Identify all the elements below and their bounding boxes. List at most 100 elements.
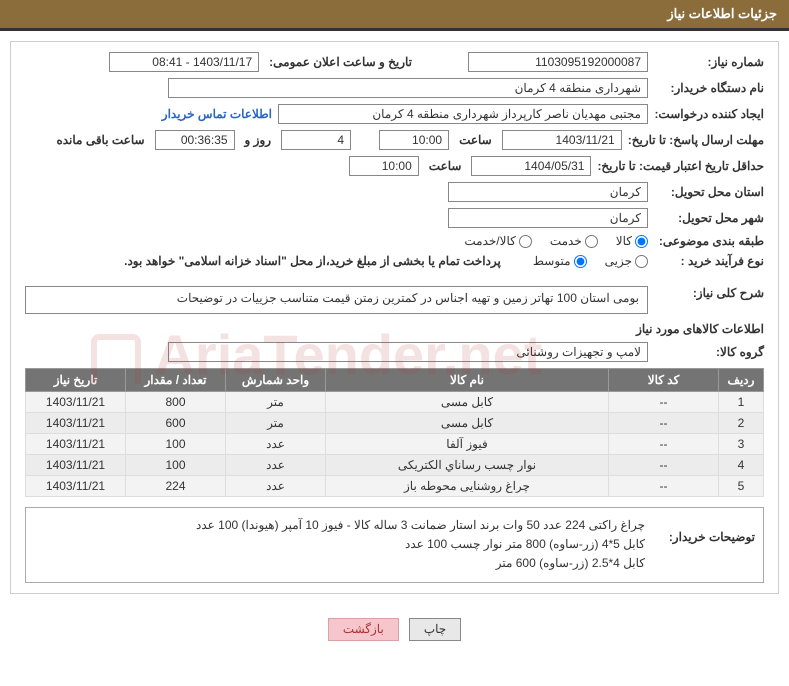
row-city: شهر محل تحویل: کرمان [25, 208, 764, 228]
proc-small-radio[interactable] [635, 255, 648, 268]
table-cell: متر [226, 413, 326, 434]
proc-medium-option[interactable]: متوسط [533, 254, 587, 268]
remain-days: 4 [281, 130, 351, 150]
row-description: شرح کلی نیاز: بومی استان 100 تهاتر زمین … [25, 286, 764, 314]
cat-both-option[interactable]: کالا/خدمت [464, 234, 531, 248]
items-tbody: 1--کابل مسیمتر8001403/11/212--کابل مسیمت… [26, 392, 764, 497]
buyer-org-label: نام دستگاه خریدار: [654, 81, 764, 95]
col-qty: تعداد / مقدار [126, 369, 226, 392]
process-radio-group: جزیی متوسط [533, 254, 648, 268]
table-row: 1--کابل مسیمتر8001403/11/21 [26, 392, 764, 413]
cat-service-option[interactable]: خدمت [550, 234, 598, 248]
table-cell: فیوز آلفا [326, 434, 609, 455]
desc-label: شرح کلی نیاز: [654, 286, 764, 300]
row-deadline: مهلت ارسال پاسخ: تا تاریخ: 1403/11/21 سا… [25, 130, 764, 150]
print-button[interactable]: چاپ [409, 618, 461, 641]
col-row: ردیف [719, 369, 764, 392]
table-cell: 1403/11/21 [26, 413, 126, 434]
table-cell: متر [226, 392, 326, 413]
items-table: ردیف کد کالا نام کالا واحد شمارش تعداد /… [25, 368, 764, 497]
row-buyer-org: نام دستگاه خریدار: شهرداری منطقه 4 کرمان [25, 78, 764, 98]
validity-label: حداقل تاریخ اعتبار قیمت: تا تاریخ: [597, 159, 764, 173]
province-value: کرمان [448, 182, 648, 202]
notes-line-3: کابل 4*2.5 (زر-ساوه) 600 متر [34, 554, 645, 573]
proc-small-option[interactable]: جزیی [605, 254, 648, 268]
deadline-date: 1403/11/21 [502, 130, 622, 150]
table-cell: -- [609, 476, 719, 497]
category-radio-group: کالا خدمت کالا/خدمت [464, 234, 648, 248]
cat-both-radio[interactable] [519, 235, 532, 248]
payment-note: پرداخت تمام یا بخشی از مبلغ خرید،از محل … [124, 254, 501, 268]
items-header-row: ردیف کد کالا نام کالا واحد شمارش تعداد /… [26, 369, 764, 392]
col-name: نام کالا [326, 369, 609, 392]
city-label: شهر محل تحویل: [654, 211, 764, 225]
row-validity: حداقل تاریخ اعتبار قیمت: تا تاریخ: 1404/… [25, 156, 764, 176]
table-row: 5--چراغ روشنایی محوطه بازعدد2241403/11/2… [26, 476, 764, 497]
cat-goods-label: کالا [616, 234, 632, 248]
content-panel: AriaTender.net شماره نیاز: 1103095192000… [10, 41, 779, 594]
cat-service-radio[interactable] [585, 235, 598, 248]
table-cell: 2 [719, 413, 764, 434]
validity-hour-label: ساعت [425, 159, 466, 173]
table-cell: 1403/11/21 [26, 476, 126, 497]
group-value: لامپ و تجهیزات روشنائی [168, 342, 648, 362]
validity-hour: 10:00 [349, 156, 419, 176]
cat-both-label: کالا/خدمت [464, 234, 515, 248]
back-button[interactable]: بازگشت [328, 618, 399, 641]
table-cell: 100 [126, 434, 226, 455]
notes-line-1: چراغ راکتی 224 عدد 50 وات برند استار ضما… [34, 516, 645, 535]
buyer-org-value: شهرداری منطقه 4 کرمان [168, 78, 648, 98]
need-no-label: شماره نیاز: [654, 55, 764, 69]
table-cell: -- [609, 392, 719, 413]
items-section-header: اطلاعات کالاهای مورد نیاز [25, 322, 764, 336]
col-date: تاریخ نیاز [26, 369, 126, 392]
table-cell: -- [609, 413, 719, 434]
table-cell: 1403/11/21 [26, 392, 126, 413]
table-cell: کابل مسی [326, 392, 609, 413]
buyer-notes-label: توضیحات خریدار: [655, 516, 755, 544]
validity-date: 1404/05/31 [471, 156, 591, 176]
table-cell: 224 [126, 476, 226, 497]
footer-actions: چاپ بازگشت [0, 604, 789, 651]
table-cell: 800 [126, 392, 226, 413]
remain-time: 00:36:35 [155, 130, 235, 150]
row-category: طبقه بندی موضوعی: کالا خدمت کالا/خدمت [25, 234, 764, 248]
contact-buyer-link[interactable]: اطلاعات تماس خریدار [162, 107, 272, 121]
cat-goods-radio[interactable] [635, 235, 648, 248]
table-cell: 4 [719, 455, 764, 476]
category-label: طبقه بندی موضوعی: [654, 234, 764, 248]
table-cell: 1403/11/21 [26, 455, 126, 476]
table-row: 4--نوار چسب رساناي الکتریکیعدد1001403/11… [26, 455, 764, 476]
table-cell: 3 [719, 434, 764, 455]
table-cell: عدد [226, 434, 326, 455]
row-province: استان محل تحویل: کرمان [25, 182, 764, 202]
table-cell: 600 [126, 413, 226, 434]
row-need-no: شماره نیاز: 1103095192000087 تاریخ و ساع… [25, 52, 764, 72]
proc-medium-label: متوسط [533, 254, 571, 268]
col-unit: واحد شمارش [226, 369, 326, 392]
row-process: نوع فرآیند خرید : جزیی متوسط پرداخت تمام… [25, 254, 764, 268]
province-label: استان محل تحویل: [654, 185, 764, 199]
table-row: 3--فیوز آلفاعدد1001403/11/21 [26, 434, 764, 455]
buyer-notes-box: توضیحات خریدار: چراغ راکتی 224 عدد 50 وا… [25, 507, 764, 583]
col-code: کد کالا [609, 369, 719, 392]
desc-text: بومی استان 100 تهاتر زمین و تهیه اجناس د… [25, 286, 648, 314]
table-cell: 100 [126, 455, 226, 476]
deadline-hour-label: ساعت [455, 133, 496, 147]
announce-label: تاریخ و ساعت اعلان عمومی: [265, 55, 416, 69]
table-cell: -- [609, 455, 719, 476]
proc-medium-radio[interactable] [574, 255, 587, 268]
row-requester: ایجاد کننده درخواست: مجتبی مهدیان ناصر ک… [25, 104, 764, 124]
table-cell: چراغ روشنایی محوطه باز [326, 476, 609, 497]
days-label: روز و [241, 133, 276, 147]
table-cell: نوار چسب رساناي الکتریکی [326, 455, 609, 476]
table-cell: 1 [719, 392, 764, 413]
table-cell: عدد [226, 476, 326, 497]
group-label: گروه کالا: [654, 345, 764, 359]
panel-title: جزئیات اطلاعات نیاز [667, 6, 777, 21]
requester-label: ایجاد کننده درخواست: [654, 107, 764, 121]
table-cell: کابل مسی [326, 413, 609, 434]
buyer-notes-text: چراغ راکتی 224 عدد 50 وات برند استار ضما… [34, 516, 645, 574]
cat-goods-option[interactable]: کالا [616, 234, 648, 248]
cat-service-label: خدمت [550, 234, 582, 248]
